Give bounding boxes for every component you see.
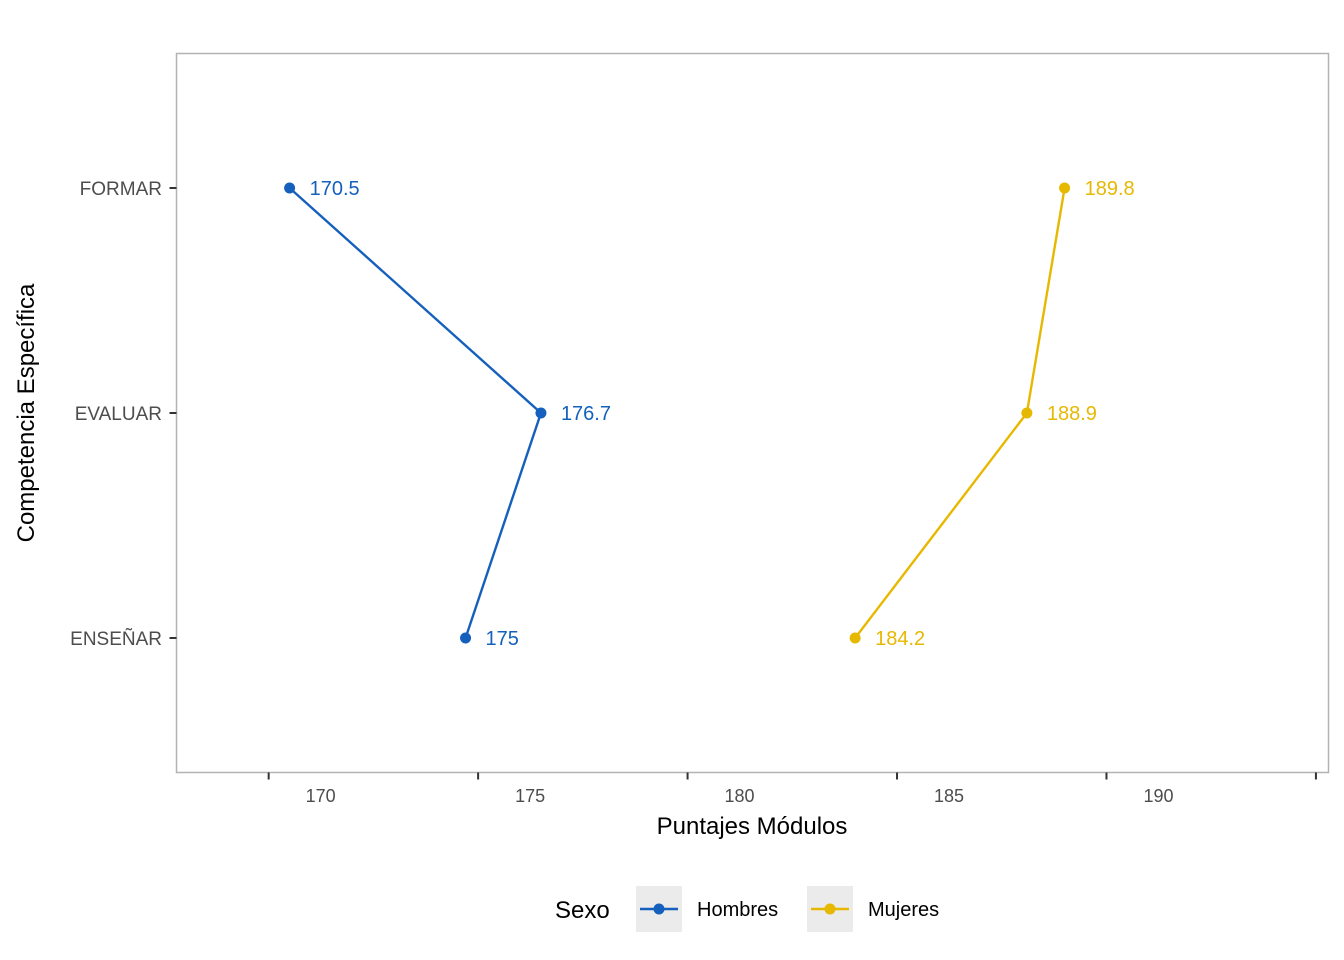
x-tick-label-185: 185 xyxy=(934,786,964,806)
data-label-mujeres: 184.2 xyxy=(875,628,925,650)
y-tick-label: EVALUAR xyxy=(75,404,162,425)
data-label-hombres: 175 xyxy=(486,628,519,650)
data-point-hombres xyxy=(535,407,547,419)
legend: Sexo Hombres Mujeres xyxy=(555,886,939,932)
legend-key-point xyxy=(824,903,836,915)
plot-panel xyxy=(175,52,1330,774)
x-tick-label-170: 170 xyxy=(306,786,336,806)
data-point-mujeres xyxy=(849,632,861,644)
data-point-hombres xyxy=(284,182,296,194)
y-axis: ENSEÑAR EVALUAR FORMAR xyxy=(70,179,177,650)
data-label-mujeres: 189.8 xyxy=(1085,178,1135,200)
data-point-hombres xyxy=(460,632,472,644)
data-point-mujeres xyxy=(1059,182,1071,194)
y-tick-label: FORMAR xyxy=(80,179,162,200)
y-axis-title: Competencia Específica xyxy=(13,283,40,542)
x-axis: 170175180185190195 xyxy=(267,772,1317,806)
data-label-hombres: 176.7 xyxy=(561,403,611,425)
y-tick-label: ENSEÑAR xyxy=(70,628,162,650)
legend-label-hombres: Hombres xyxy=(697,899,778,921)
x-axis-title: Puntajes Módulos xyxy=(657,813,848,840)
x-tick-label-175: 175 xyxy=(515,786,545,806)
x-tick-label-190: 190 xyxy=(1143,786,1173,806)
data-label-hombres: 170.5 xyxy=(310,178,360,200)
legend-title: Sexo xyxy=(555,897,610,924)
legend-key-point xyxy=(653,903,665,915)
data-label-mujeres: 188.9 xyxy=(1047,403,1097,425)
legend-label-mujeres: Mujeres xyxy=(868,899,939,921)
series-layer: 175 176.7 170.5 184.2 188.9 189.8 xyxy=(284,178,1135,650)
data-point-mujeres xyxy=(1021,407,1033,419)
x-tick-label-180: 180 xyxy=(725,786,755,806)
